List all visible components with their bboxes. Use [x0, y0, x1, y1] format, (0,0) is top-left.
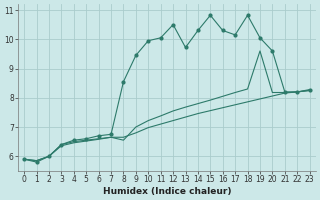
X-axis label: Humidex (Indice chaleur): Humidex (Indice chaleur)	[103, 187, 231, 196]
